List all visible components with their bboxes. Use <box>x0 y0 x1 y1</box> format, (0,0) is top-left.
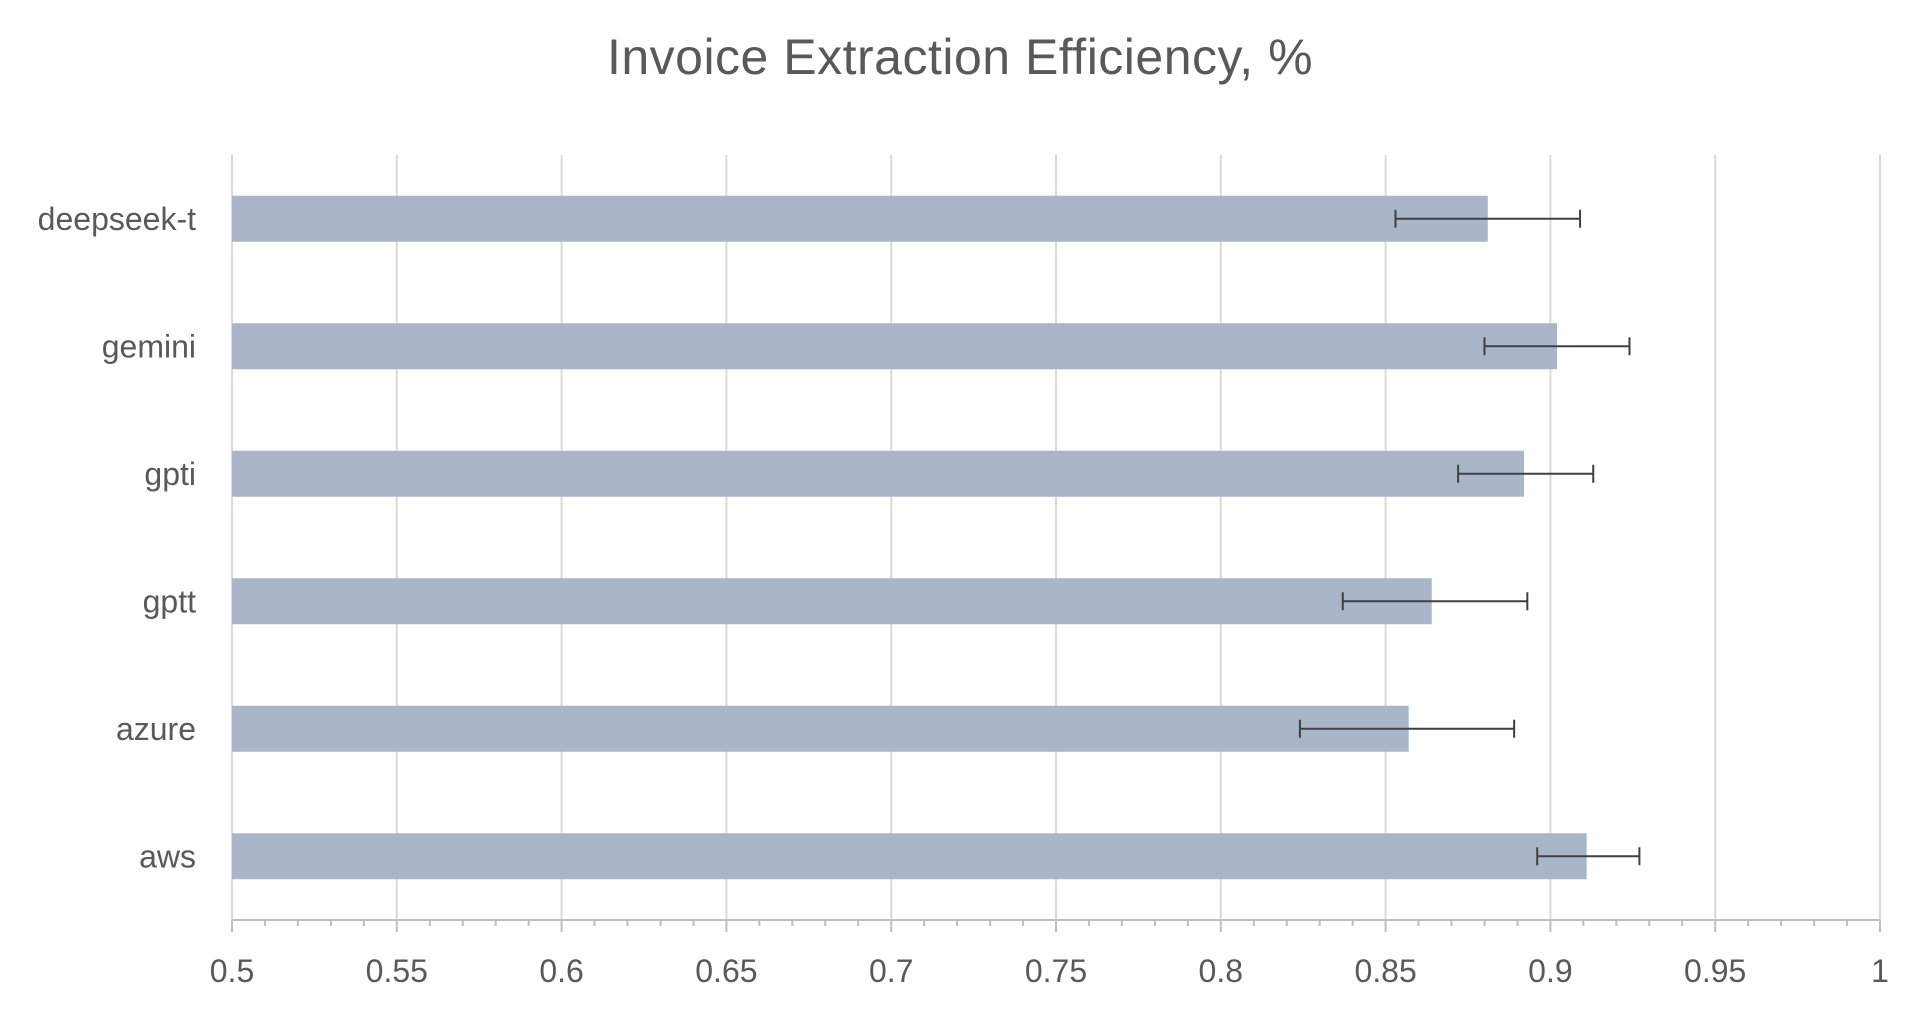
category-labels: deepseek-t gemini gpti gptt azure aws <box>38 201 196 875</box>
x-tick-label: 0.75 <box>1025 953 1087 989</box>
bar-deepseek-t <box>232 195 1488 242</box>
category-label-gptt: gptt <box>143 583 196 619</box>
x-tick-label: 0.9 <box>1528 953 1572 989</box>
bar-gemini <box>232 323 1557 370</box>
x-tick-label: 0.8 <box>1199 953 1243 989</box>
bar-gpti <box>232 450 1525 497</box>
category-label-gemini: gemini <box>102 328 196 364</box>
x-tick-label: 0.5 <box>210 953 254 989</box>
error-bars <box>1298 209 1641 866</box>
chart-title: Invoice Extraction Efficiency, % <box>606 29 1314 85</box>
x-tick-label: 0.7 <box>869 953 913 989</box>
x-tick-label: 0.85 <box>1354 953 1416 989</box>
category-label-deepseek-t: deepseek-t <box>38 201 196 237</box>
bars <box>232 195 1587 880</box>
x-axis: 0.5 0.55 0.6 0.65 0.7 0.75 0.8 0.85 0.9 0.95 1 <box>210 919 1889 989</box>
grid-lines <box>231 155 1881 920</box>
bar-aws <box>232 833 1587 880</box>
category-label-azure: azure <box>116 711 196 747</box>
x-tick-label: 1 <box>1871 953 1889 989</box>
x-tick-label: 0.6 <box>539 953 583 989</box>
category-label-gpti: gpti <box>144 456 196 492</box>
bar-azure <box>232 705 1409 752</box>
category-label-aws: aws <box>139 838 196 874</box>
x-tick-label: 0.55 <box>366 953 428 989</box>
x-tick-label: 0.65 <box>695 953 757 989</box>
bar-gptt <box>232 578 1432 625</box>
x-tick-label: 0.95 <box>1684 953 1746 989</box>
